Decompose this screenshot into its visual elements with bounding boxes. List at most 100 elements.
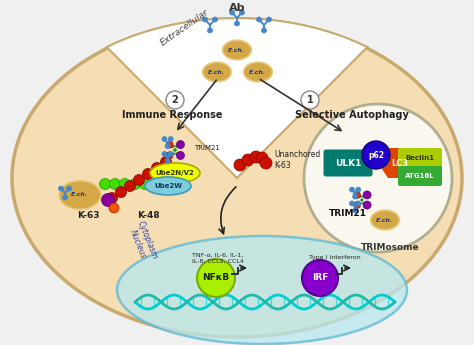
Text: Selective Autophagy: Selective Autophagy: [295, 110, 409, 120]
Text: Extracellular: Extracellular: [159, 8, 211, 48]
Ellipse shape: [223, 40, 251, 60]
FancyBboxPatch shape: [398, 148, 442, 169]
Text: E.ch.: E.ch.: [249, 69, 266, 75]
Circle shape: [168, 137, 173, 141]
Circle shape: [353, 208, 357, 213]
Circle shape: [168, 151, 173, 156]
Text: TNF-α, IL-6, IL-1,
IL-8, CCL2, CCL4: TNF-α, IL-6, IL-1, IL-8, CCL2, CCL4: [192, 253, 244, 263]
Circle shape: [266, 17, 272, 22]
Circle shape: [197, 259, 235, 297]
Ellipse shape: [371, 210, 399, 230]
Text: K-48: K-48: [137, 210, 159, 219]
Circle shape: [208, 28, 212, 33]
Text: K-63: K-63: [77, 210, 99, 219]
Circle shape: [166, 91, 184, 109]
Text: E.ch.: E.ch.: [209, 69, 226, 75]
Text: E.ch.: E.ch.: [376, 217, 393, 223]
Circle shape: [304, 104, 452, 252]
Circle shape: [159, 178, 171, 189]
Circle shape: [109, 203, 119, 213]
Text: TRIMosome: TRIMosome: [361, 244, 419, 253]
Circle shape: [212, 17, 218, 22]
Ellipse shape: [362, 195, 369, 198]
Ellipse shape: [203, 62, 231, 82]
Circle shape: [239, 10, 245, 15]
Circle shape: [256, 17, 262, 22]
Text: NFκB: NFκB: [202, 274, 229, 283]
Circle shape: [250, 151, 262, 163]
Text: E.ch.: E.ch.: [228, 48, 246, 52]
Circle shape: [363, 191, 371, 199]
Polygon shape: [107, 18, 367, 178]
Text: Cytoplasm
Nucleus: Cytoplasm Nucleus: [127, 219, 160, 264]
Circle shape: [162, 137, 167, 141]
Circle shape: [58, 186, 64, 191]
FancyBboxPatch shape: [323, 149, 373, 177]
Circle shape: [63, 195, 67, 200]
Ellipse shape: [167, 145, 175, 148]
Circle shape: [234, 159, 246, 171]
Circle shape: [202, 17, 208, 22]
Circle shape: [166, 152, 173, 159]
Circle shape: [165, 158, 170, 164]
Circle shape: [100, 178, 110, 189]
Ellipse shape: [59, 181, 101, 209]
Circle shape: [242, 154, 254, 166]
Ellipse shape: [145, 177, 191, 195]
Text: 2: 2: [172, 95, 178, 105]
Circle shape: [176, 140, 184, 149]
Text: Ube2N/V2: Ube2N/V2: [155, 170, 194, 176]
Ellipse shape: [167, 152, 175, 155]
Circle shape: [166, 141, 173, 148]
Text: Ab: Ab: [229, 3, 245, 13]
Circle shape: [262, 28, 266, 33]
Ellipse shape: [150, 163, 200, 183]
Text: LC3: LC3: [392, 158, 409, 168]
Circle shape: [161, 157, 172, 168]
Ellipse shape: [12, 19, 462, 337]
Circle shape: [354, 201, 360, 209]
Ellipse shape: [173, 148, 177, 152]
Text: p62: p62: [368, 150, 384, 159]
Circle shape: [349, 201, 355, 206]
Circle shape: [125, 180, 136, 191]
Circle shape: [260, 157, 272, 169]
Circle shape: [176, 151, 184, 159]
Text: Immune Response: Immune Response: [122, 110, 222, 120]
Text: E.ch.: E.ch.: [72, 193, 89, 197]
Circle shape: [139, 178, 151, 189]
Circle shape: [256, 152, 268, 164]
Circle shape: [165, 144, 170, 149]
Circle shape: [152, 162, 163, 174]
Circle shape: [363, 201, 371, 209]
Ellipse shape: [362, 202, 369, 205]
FancyBboxPatch shape: [398, 166, 442, 186]
Circle shape: [356, 201, 361, 206]
Ellipse shape: [355, 202, 362, 205]
Circle shape: [149, 178, 161, 189]
Circle shape: [235, 21, 239, 26]
Circle shape: [302, 260, 338, 296]
Circle shape: [134, 175, 145, 186]
Text: Ube2W: Ube2W: [154, 183, 182, 189]
Text: Beclin1: Beclin1: [405, 156, 435, 161]
Ellipse shape: [360, 198, 364, 201]
Ellipse shape: [175, 152, 182, 155]
Text: TRIM21: TRIM21: [194, 145, 220, 151]
Circle shape: [229, 10, 235, 15]
Ellipse shape: [244, 62, 272, 82]
Circle shape: [101, 194, 115, 207]
Ellipse shape: [355, 195, 362, 198]
Circle shape: [356, 187, 361, 192]
Ellipse shape: [117, 236, 407, 344]
Circle shape: [66, 186, 72, 191]
Circle shape: [353, 194, 357, 199]
Circle shape: [301, 91, 319, 109]
Circle shape: [143, 168, 154, 179]
Circle shape: [129, 178, 140, 189]
Text: TRIM21: TRIM21: [329, 208, 367, 217]
Circle shape: [119, 178, 130, 189]
Circle shape: [116, 187, 127, 197]
Circle shape: [354, 191, 360, 198]
Circle shape: [170, 178, 181, 189]
